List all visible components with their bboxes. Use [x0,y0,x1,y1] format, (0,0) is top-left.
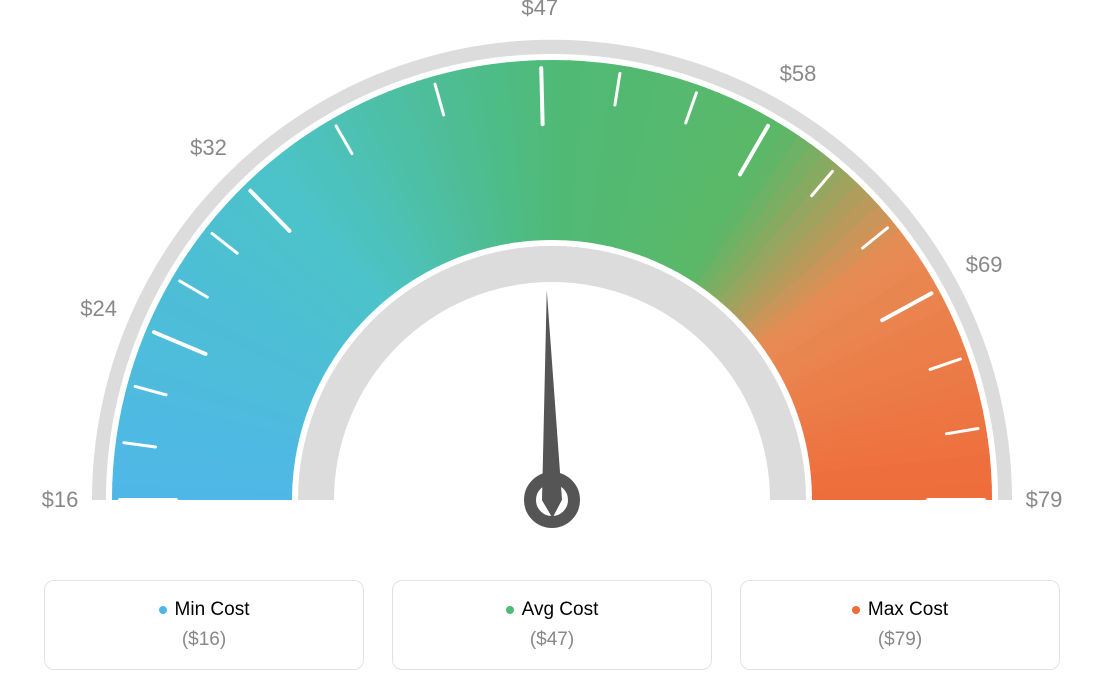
scale-label: $16 [42,487,79,513]
dot-icon [506,606,514,614]
gauge-svg [0,0,1104,560]
legend-title-max: Max Cost [852,599,948,621]
dot-icon [159,606,167,614]
legend-value-avg: ($47) [530,629,574,651]
scale-label: $47 [521,0,558,21]
legend-value-max: ($79) [878,629,922,651]
dot-icon [852,606,860,614]
scale-label: $24 [80,296,117,322]
legend-label: Min Cost [175,599,250,621]
scale-label: $69 [966,252,1003,278]
legend: Min Cost ($16) Avg Cost ($47) Max Cost (… [0,580,1104,670]
legend-label: Max Cost [868,599,948,621]
legend-title-min: Min Cost [159,599,250,621]
legend-label: Avg Cost [522,599,599,621]
legend-box-max: Max Cost ($79) [740,580,1060,670]
scale-label: $79 [1026,487,1063,513]
legend-title-avg: Avg Cost [506,599,599,621]
cost-gauge: $16 $24 $32 $47 $58 $69 $79 [0,0,1104,560]
legend-value-min: ($16) [182,629,226,651]
legend-box-min: Min Cost ($16) [44,580,364,670]
scale-label: $58 [780,61,817,87]
scale-label: $32 [190,135,227,161]
legend-box-avg: Avg Cost ($47) [392,580,712,670]
